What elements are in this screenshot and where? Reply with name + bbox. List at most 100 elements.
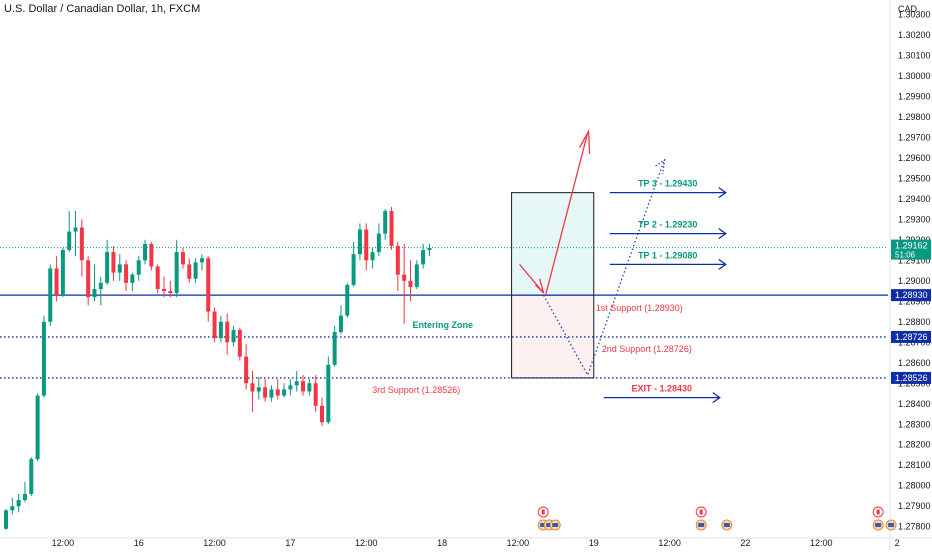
candle-body — [35, 395, 40, 460]
candle-body — [370, 252, 375, 261]
candle-body — [54, 268, 59, 296]
tp1-label: TP 1 - 1.29080 — [638, 250, 697, 260]
candle-body — [206, 258, 211, 312]
candle-body — [187, 264, 192, 279]
target-zone — [511, 192, 595, 296]
drop-arrowhead — [535, 278, 545, 294]
x-tick-label: 17 — [285, 538, 295, 548]
x-tick-label: 12:00 — [52, 538, 75, 548]
alt-path-arrowhead — [655, 158, 666, 175]
candle-body — [294, 381, 299, 386]
candle-body — [174, 252, 179, 294]
candle-body — [10, 506, 15, 511]
candle-body — [250, 383, 255, 392]
y-tick-label: 1.29300 — [898, 214, 931, 224]
y-tick-label: 1.30300 — [898, 9, 931, 19]
candle-body — [231, 329, 236, 343]
candle-body — [275, 389, 280, 396]
y-tick-label: 1.28300 — [898, 419, 931, 429]
x-tick-label: 12:00 — [355, 538, 378, 548]
candle-body — [383, 211, 388, 234]
x-tick-label: 12:00 — [203, 538, 226, 548]
y-tick-label: 1.29100 — [898, 255, 931, 265]
candle-body — [105, 252, 110, 283]
entering-zone-label: Entering Zone — [412, 320, 473, 330]
us-flag-icon — [875, 523, 882, 527]
exit-label: EXIT - 1.28430 — [631, 384, 692, 394]
candle-body — [320, 405, 324, 423]
y-tick-label: 1.27900 — [898, 501, 931, 511]
y-tick-label: 1.29700 — [898, 132, 931, 142]
candle-body — [41, 321, 46, 396]
candle-body — [67, 231, 72, 251]
candle-body — [155, 266, 160, 289]
candle-body — [225, 321, 230, 343]
candle-body — [427, 247, 432, 251]
rally-arrowhead — [579, 128, 591, 154]
y-tick-label: 1.28800 — [898, 317, 931, 327]
maple-leaf-icon — [876, 509, 880, 515]
exit-arrowhead — [712, 392, 721, 404]
support-price-tag-text: 1.28526 — [895, 373, 928, 383]
candle-body — [143, 243, 148, 261]
tp2-arrowhead — [718, 228, 727, 240]
candle-body — [244, 356, 249, 384]
support-price-tag — [891, 289, 931, 302]
candle-body — [86, 260, 91, 298]
candle-body — [414, 264, 419, 287]
candle-body — [124, 264, 129, 283]
candle-body — [22, 493, 27, 501]
candle-body — [212, 311, 217, 339]
x-tick-label: 2 — [895, 538, 900, 548]
x-tick-label: 12:00 — [810, 538, 833, 548]
candle-body — [301, 381, 306, 392]
y-tick-label: 1.29600 — [898, 153, 931, 163]
x-tick-label: 12:00 — [658, 538, 681, 548]
current-price-tag — [891, 239, 931, 260]
us-flag-icon — [698, 523, 705, 527]
y-tick-label: 1.28100 — [898, 460, 931, 470]
candle-body — [288, 385, 293, 390]
y-tick-label: 1.27800 — [898, 522, 931, 532]
y-tick-label: 1.29800 — [898, 112, 931, 122]
us-flag-icon — [546, 523, 553, 527]
candle-body — [389, 211, 394, 246]
candle-body — [395, 245, 400, 275]
y-tick-label: 1.30000 — [898, 71, 931, 81]
candle-body — [357, 229, 362, 255]
candle-body — [218, 321, 223, 339]
candle-body — [364, 229, 369, 261]
candle-body — [4, 510, 8, 529]
candle-body — [332, 332, 337, 365]
candle-body — [73, 227, 78, 232]
support-price-tag — [891, 330, 931, 343]
candle-body — [60, 250, 65, 296]
support-price-tag-text: 1.28726 — [895, 332, 928, 342]
candle-body — [111, 252, 116, 273]
candle-body — [16, 500, 21, 507]
candle-body — [376, 233, 381, 253]
candle-body — [79, 227, 84, 261]
y-tick-label: 1.28200 — [898, 440, 931, 450]
x-tick-label: 22 — [740, 538, 750, 548]
candle-body — [313, 383, 318, 406]
support2-label: 2nd Support (1.28726) — [602, 344, 692, 354]
candle-body — [338, 315, 343, 333]
candle-body — [263, 387, 268, 398]
y-tick-label: 1.28600 — [898, 358, 931, 368]
support-price-tag-text: 1.28930 — [895, 290, 928, 300]
candle-body — [402, 274, 407, 281]
y-tick-label: 1.29000 — [898, 276, 931, 286]
us-flag-icon — [552, 523, 559, 527]
candle-body — [199, 258, 204, 263]
us-flag-icon — [888, 523, 895, 527]
support3-label: 3rd Support (1.28526) — [372, 385, 460, 395]
us-flag-icon — [540, 523, 547, 527]
y-tick-label: 1.30100 — [898, 50, 931, 60]
candle-body — [351, 254, 356, 285]
y-tick-label: 1.29500 — [898, 173, 931, 183]
candle-body — [168, 291, 173, 294]
candle-body — [307, 383, 312, 392]
